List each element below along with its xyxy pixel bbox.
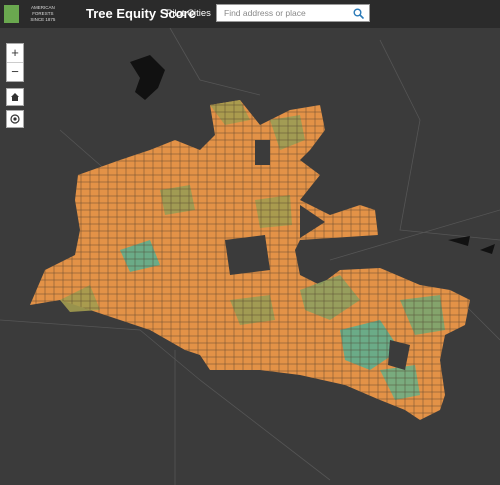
search-box[interactable]: Find address or place [216,4,370,22]
locate-button[interactable] [6,110,24,128]
zoom-out[interactable]: − [11,64,19,79]
gaps [225,140,410,370]
logo-since: SINCE 1875 [30,17,56,22]
search-icon[interactable] [353,8,364,19]
locate-icon [10,114,20,124]
lake [130,55,165,100]
logo[interactable]: AMERICAN FORESTS SINCE 1875 [4,4,64,24]
logo-name: AMERICAN FORESTS [30,5,55,16]
nav-link[interactable]: Pilot Cities [166,8,211,19]
zoom-control: + − [6,43,24,82]
home-icon [11,93,19,101]
zoom-in[interactable]: + [7,44,23,63]
water [448,236,495,254]
map [0,28,500,485]
app-title: Tree Equity Score [86,6,196,21]
logo-text: AMERICAN FORESTS SINCE 1875 [22,5,64,23]
logo-icon [4,5,19,23]
home-button[interactable] [6,88,24,106]
search-placeholder: Find address or place [224,8,306,18]
header: AMERICAN FORESTS SINCE 1875 Tree Equity … [0,0,500,28]
